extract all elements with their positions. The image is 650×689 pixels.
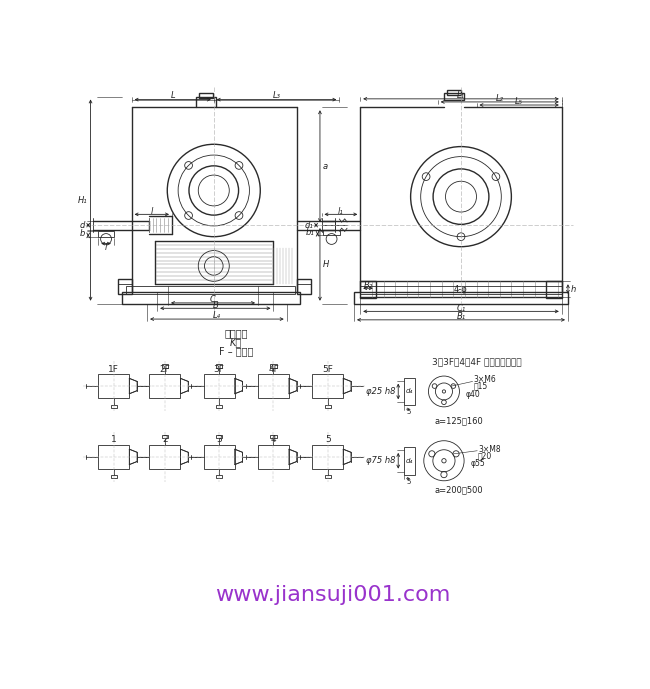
Bar [203,373,235,398]
Text: 5: 5 [406,479,411,484]
Bar [312,444,343,469]
Bar [199,94,213,98]
Text: L₁: L₁ [457,91,465,101]
Text: 4-φ: 4-φ [454,285,468,294]
Text: 深20: 深20 [478,451,492,460]
Text: L₄: L₄ [213,311,221,320]
Bar [162,435,168,438]
Bar [111,475,117,478]
Text: 3F: 3F [214,364,225,373]
Bar [98,373,129,398]
Bar [404,447,415,475]
Text: 5F: 5F [322,364,333,373]
Bar [324,404,331,408]
Text: 3、3F、4、4F 带控制器用轴端: 3、3F、4、4F 带控制器用轴端 [432,358,521,367]
Bar [354,292,568,304]
Text: 1: 1 [111,435,117,444]
Bar [360,281,376,298]
Text: a=125～160: a=125～160 [435,416,484,425]
Text: h: h [571,285,577,294]
Bar [150,444,181,469]
Text: C₁: C₁ [456,304,465,313]
Text: F – 带风扇: F – 带风扇 [219,347,254,356]
Bar [216,364,222,367]
Text: l: l [105,243,107,252]
Bar [312,373,343,398]
Text: a: a [323,162,328,171]
Text: d₁: d₁ [304,220,313,229]
Text: B: B [213,300,218,310]
Text: 2F: 2F [160,364,170,373]
Text: d: d [80,220,85,229]
Text: K向: K向 [230,337,242,347]
Text: 4F: 4F [268,364,279,373]
Text: H: H [323,260,330,269]
Text: L₃: L₃ [272,91,281,101]
Text: L₅: L₅ [515,97,523,106]
Text: φ55: φ55 [471,460,485,469]
Bar [118,279,131,294]
Bar [126,286,295,294]
Text: 装配型式: 装配型式 [224,328,248,338]
Text: d₄: d₄ [406,389,413,394]
Text: 3×M8: 3×M8 [478,444,500,453]
Bar [203,444,235,469]
Text: l: l [151,207,153,216]
Bar [296,279,311,294]
Text: 1F: 1F [109,364,119,373]
Text: 5: 5 [325,435,331,444]
Text: 2: 2 [162,435,168,444]
Bar [270,364,276,367]
Text: a=200～500: a=200～500 [435,486,484,495]
Bar [546,281,562,298]
Text: 5: 5 [406,409,411,415]
Bar [216,435,222,438]
Text: 4: 4 [270,435,276,444]
Text: 深15: 深15 [473,382,488,391]
Bar [270,435,276,438]
Text: B₂: B₂ [363,280,372,289]
Text: φ75 h8: φ75 h8 [365,456,395,465]
Text: 3: 3 [216,435,222,444]
Bar [162,364,168,367]
Bar [447,90,461,95]
Text: C: C [210,296,216,305]
Text: b: b [80,229,85,238]
Text: H₁: H₁ [78,196,88,205]
Text: φ25 h8: φ25 h8 [365,387,395,396]
Bar [216,475,222,478]
Bar [98,232,114,237]
Bar [122,292,300,304]
Text: φ40: φ40 [465,390,480,399]
Text: B₁: B₁ [456,312,465,321]
Bar [111,404,117,408]
Text: www.jiansuji001.com: www.jiansuji001.com [215,585,451,605]
Text: b₁: b₁ [306,228,315,237]
Bar [196,96,216,107]
Bar [324,475,331,478]
Bar [258,444,289,469]
Bar [98,444,129,469]
Bar [258,373,289,398]
Text: d₄: d₄ [406,457,413,464]
Bar [150,373,181,398]
Bar [323,229,340,235]
Text: l₁: l₁ [338,207,344,216]
Bar [216,404,222,408]
Bar [444,94,464,100]
Bar [360,286,562,294]
Bar [404,378,415,405]
Text: 3×M6: 3×M6 [473,376,496,384]
Text: L₂: L₂ [496,94,504,103]
Text: L: L [170,91,175,101]
